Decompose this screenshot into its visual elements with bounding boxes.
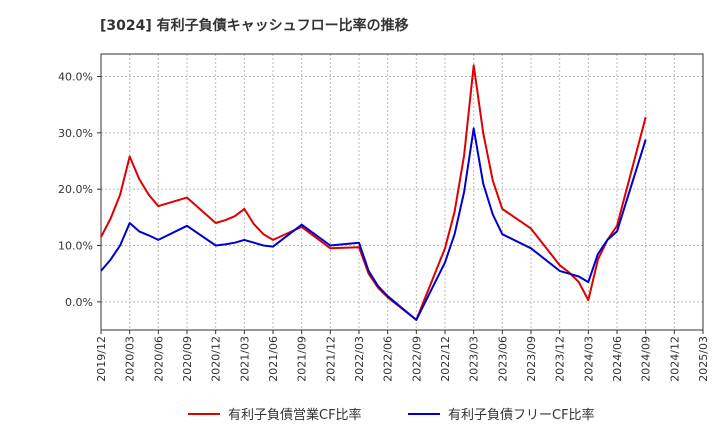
- x-tick-label: 2025/03: [697, 336, 710, 382]
- x-tick-label: 2021/03: [238, 336, 251, 382]
- x-tick-label: 2023/09: [525, 336, 538, 382]
- plot-frame: [100, 53, 704, 331]
- x-tick-label: 2024/12: [668, 336, 681, 382]
- series-line-operating-cf: [100, 64, 647, 321]
- x-tick-label: 2023/03: [468, 336, 481, 382]
- y-tick-label: 20.0%: [58, 183, 93, 196]
- x-tick-label: 2019/12: [95, 336, 108, 382]
- x-tick-label: 2024/06: [611, 336, 624, 382]
- x-tick-label: 2021/12: [324, 336, 337, 382]
- y-tick-label: 40.0%: [58, 71, 93, 84]
- x-tick-label: 2022/03: [353, 336, 366, 382]
- x-tick-label: 2020/06: [152, 336, 165, 382]
- x-tick-label: 2022/09: [410, 336, 423, 382]
- x-tick-label: 2020/09: [181, 336, 194, 382]
- legend: 有利子負債営業CF比率 有利子負債フリーCF比率: [188, 407, 595, 423]
- series-layer: [100, 64, 647, 321]
- x-tick-label: 2022/06: [382, 336, 395, 382]
- x-tick-label: 2021/06: [267, 336, 280, 382]
- chart-title: [3024] 有利子負債キャッシュフロー比率の推移: [100, 17, 409, 34]
- x-tick-label: 2023/12: [554, 336, 567, 382]
- x-tick-label: 2022/12: [439, 336, 452, 382]
- y-tick-label: 30.0%: [58, 127, 93, 140]
- x-tick-label: 2024/03: [582, 336, 595, 382]
- x-tick-label: 2020/12: [210, 336, 223, 382]
- x-axis: 2019/12 2020/03 2020/06 2020/09 2020/12 2021/…: [95, 330, 710, 382]
- x-tick-label: 2023/06: [496, 336, 509, 382]
- x-tick-label: 2021/09: [296, 336, 309, 382]
- y-tick-label: 10.0%: [58, 240, 93, 253]
- legend-label-operating-cf: 有利子負債営業CF比率: [228, 407, 362, 423]
- series-line-free-cf: [100, 127, 647, 321]
- x-tick-label: 2020/03: [124, 336, 137, 382]
- x-tick-label: 2024/09: [640, 336, 653, 382]
- grid: [100, 54, 704, 330]
- y-axis: 0.0% 10.0% 20.0% 30.0% 40.0%: [58, 71, 101, 309]
- y-tick-label: 0.0%: [65, 296, 93, 309]
- legend-label-free-cf: 有利子負債フリーCF比率: [448, 407, 595, 423]
